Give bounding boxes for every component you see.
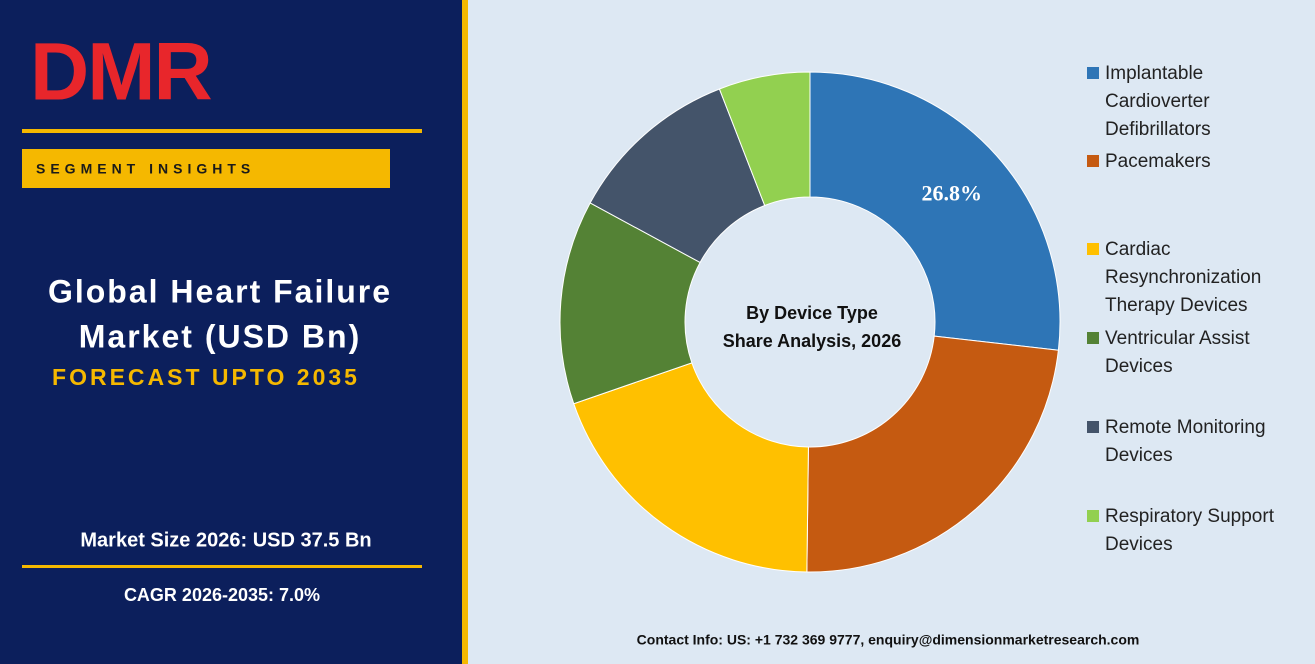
left-panel bbox=[0, 0, 462, 664]
cagr: CAGR 2026-2035: 7.0% bbox=[124, 585, 320, 605]
donut-segment bbox=[809, 71, 1061, 351]
data-label: 26.8% bbox=[921, 181, 982, 206]
title: Global Heart Failure bbox=[48, 273, 392, 309]
legend-entry: Implantable Cardioverter Defibrillators bbox=[1087, 60, 1287, 144]
title: Market (USD Bn) bbox=[79, 318, 361, 354]
legend-label: Ventricular Assist Devices bbox=[1105, 328, 1250, 377]
legend-swatch bbox=[1087, 243, 1099, 255]
legend-entry: Remote Monitoring Devices bbox=[1087, 414, 1287, 470]
chart-subtitle: Share Analysis, 2026 bbox=[723, 331, 901, 351]
legend-entry: Pacemakers bbox=[1087, 148, 1287, 176]
legend-label: Respiratory Support Devices bbox=[1105, 506, 1274, 555]
legend-swatch bbox=[1087, 332, 1099, 344]
donut-segment bbox=[573, 362, 809, 573]
logo: DMR bbox=[30, 27, 212, 118]
market-size: Market Size 2026: USD 37.5 Bn bbox=[80, 529, 371, 551]
divider bbox=[462, 0, 468, 664]
rule bbox=[22, 129, 422, 133]
legend-label: Remote Monitoring Devices bbox=[1105, 417, 1266, 466]
rule bbox=[22, 565, 422, 568]
chart-title: By Device Type bbox=[746, 303, 878, 323]
legend-entry: Cardiac Resynchronization Therapy Device… bbox=[1087, 236, 1287, 320]
legend-swatch bbox=[1087, 421, 1099, 433]
badge: SEGMENT INSIGHTS bbox=[36, 161, 255, 177]
subtitle: FORECAST UPTO 2035 bbox=[52, 364, 360, 390]
legend-label: Cardiac Resynchronization Therapy Device… bbox=[1105, 239, 1262, 316]
donut-segment bbox=[718, 71, 811, 207]
legend-entry: Respiratory Support Devices bbox=[1087, 503, 1287, 559]
legend-swatch bbox=[1087, 67, 1099, 79]
legend-label: Implantable Cardioverter Defibrillators bbox=[1105, 63, 1211, 140]
legend-swatch bbox=[1087, 510, 1099, 522]
contact: Contact Info: US: +1 732 369 9777, enqui… bbox=[637, 632, 1140, 648]
badge-box bbox=[22, 149, 390, 188]
legend-label: Pacemakers bbox=[1105, 151, 1211, 172]
donut-segment bbox=[806, 335, 1059, 573]
legend-swatch bbox=[1087, 155, 1099, 167]
legend-entry: Ventricular Assist Devices bbox=[1087, 325, 1287, 381]
